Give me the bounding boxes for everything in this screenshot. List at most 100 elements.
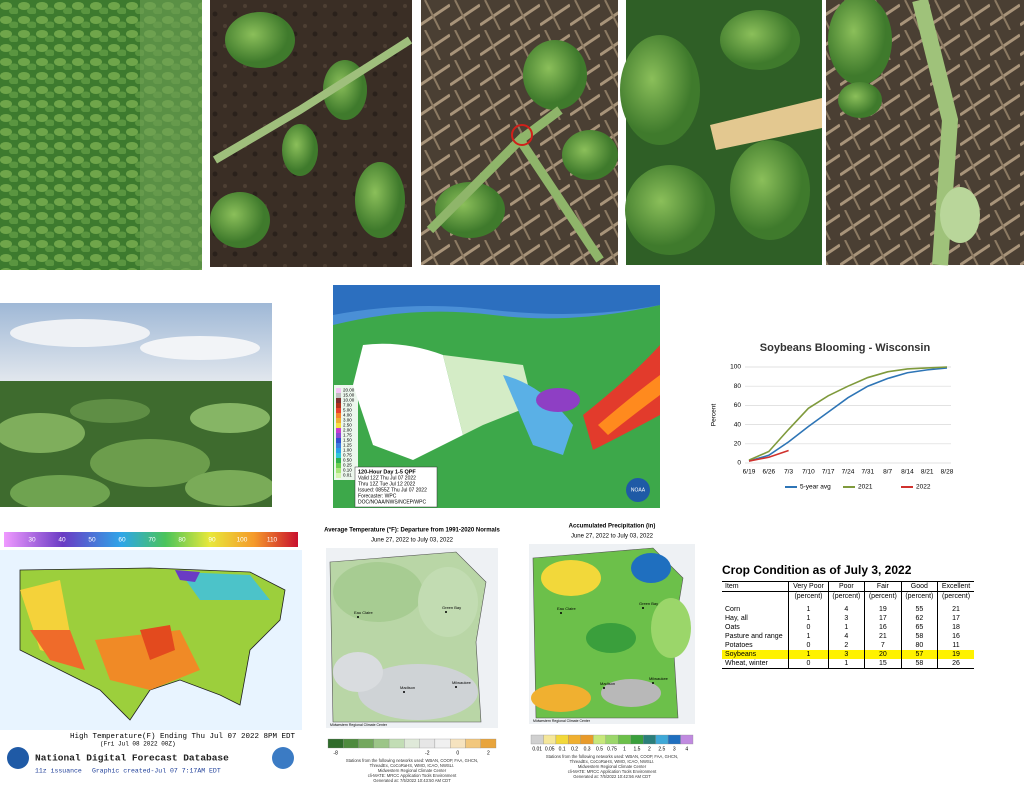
caption: High Temperature(F) Ending Thu Jul 07 20…	[70, 733, 296, 741]
legend-label: 2.50	[343, 423, 352, 428]
legend-swatch	[605, 734, 619, 745]
data-row: Potatoes 0 2 7 80 11	[722, 641, 974, 650]
footer-line: Stations from the following networks use…	[546, 754, 678, 759]
y-tick-label: 60	[734, 402, 742, 409]
y-axis-label: Percent	[711, 404, 718, 427]
legend-label: 15.00	[343, 393, 355, 398]
city-dot	[642, 607, 644, 609]
info-line: Forecaster: WPC	[358, 493, 397, 499]
legend-label: 0.10	[343, 468, 352, 473]
legend-swatch	[336, 428, 341, 433]
accum-precip-map: Accumulated Precipitation (in) June 27, 2…	[529, 524, 695, 779]
value-cell: 4	[827, 632, 865, 641]
legend-swatch	[568, 734, 581, 745]
photo	[421, 0, 618, 265]
info-line: Thru 12Z Tue Jul 12 2022	[358, 481, 415, 487]
value-cell: 16	[937, 632, 974, 641]
data-row: Pasture and range 1 4 21 58 16	[722, 632, 974, 641]
units-cell: (percent)	[864, 591, 902, 605]
legend-label: 2.00	[343, 428, 352, 433]
legend-label: 3.00	[343, 418, 352, 423]
legend-swatch	[336, 473, 341, 478]
value-cell: 0	[788, 623, 829, 632]
value-cell: 18	[937, 623, 974, 632]
value-cell: 55	[900, 605, 938, 614]
map-region	[586, 623, 636, 653]
footer-line: cli-MATE: MRCC Application Tools Environ…	[368, 773, 457, 778]
photo	[210, 0, 413, 267]
legend-label: 0.1	[559, 746, 566, 752]
value-cell: 65	[900, 623, 938, 632]
data-row: Oats 0 1 16 65 18	[722, 623, 974, 632]
legend-swatch	[336, 453, 341, 458]
map-title: Average Temperature (°F): Departure from…	[324, 528, 500, 534]
legend-label: 10.00	[343, 398, 355, 403]
value-cell: 17	[937, 614, 974, 623]
legend-label: 1.25	[343, 443, 352, 448]
value-cell: 2	[827, 641, 865, 650]
x-tick-label: 8/7	[883, 469, 892, 476]
chart-title: Soybeans Blooming - Wisconsin	[760, 342, 931, 354]
x-tick-label: 7/17	[822, 469, 835, 476]
y-tick-label: 40	[734, 421, 742, 428]
legend-label: 50	[88, 537, 96, 544]
footer-line: Midwestern Regional Climate Center	[578, 764, 647, 769]
product: National Digital Forecast Database	[35, 753, 229, 764]
legend-label: 0.75	[607, 746, 617, 752]
legend-swatch	[530, 734, 544, 745]
item-cell: Pasture and range	[725, 633, 783, 640]
map-credit: Midwestern Regional Climate Center	[533, 719, 591, 723]
x-tick-label: 6/19	[743, 469, 756, 476]
value-cell: 21	[937, 605, 974, 614]
city-dot	[455, 686, 457, 688]
map-dates: June 27, 2022 to July 03, 2022	[371, 538, 454, 544]
legend-label: 0.2	[571, 746, 578, 752]
issuance: 11z issuance	[35, 768, 82, 775]
info-line: DOC/NOAA/NWS/NCEP/WPC	[358, 499, 426, 505]
y-tick-label: 0	[737, 460, 741, 467]
value-cell: 1	[788, 614, 829, 623]
header-cell: Good	[900, 581, 938, 592]
legend-label: 5-year avg	[800, 484, 831, 491]
value-cell: 17	[864, 614, 902, 623]
footer-line: Midwestern Regional Climate Center	[378, 768, 447, 773]
item-cell: Wheat, winter	[725, 660, 768, 667]
item-cell: Oats	[725, 624, 740, 631]
header-cell: Excellent	[937, 581, 974, 592]
value-cell: 20	[864, 650, 902, 659]
legend-swatch	[555, 734, 569, 745]
legend-label: 7.00	[343, 403, 352, 408]
footer-line: Generated at: 7/5/2022 10:42:56 AM CDT	[573, 774, 651, 779]
legend-swatch	[336, 463, 341, 468]
map-title: Accumulated Precipitation (in)	[569, 524, 656, 530]
series-line	[748, 367, 948, 462]
legend-label: 30	[28, 537, 36, 544]
legend-swatch	[343, 738, 359, 749]
legend-label: 0.25	[343, 463, 352, 468]
info-line: Issued: 0855Z Thu Jul 07 2022	[358, 487, 427, 493]
field-photo	[0, 303, 272, 507]
map-region	[601, 679, 661, 707]
photo-row	[0, 0, 1024, 270]
footer-line: cli-MATE: MRCC Application Tools Environ…	[568, 769, 657, 774]
map-region	[631, 553, 671, 583]
value-cell: 1	[788, 650, 829, 659]
legend-label: 1	[623, 746, 626, 752]
value-cell: 1	[788, 632, 829, 641]
legend-label: 4	[685, 746, 688, 752]
created: Graphic created-Jul 07 7:17AM EDT	[92, 768, 221, 775]
header-cell: Poor	[827, 581, 865, 592]
legend-swatch	[655, 734, 669, 745]
map-credit: Midwestern Regional Climate Center	[330, 723, 388, 727]
city-dot	[603, 687, 605, 689]
units-row: (percent) (percent) (percent) (percent) (per…	[722, 591, 974, 605]
legend-swatch	[336, 423, 341, 428]
x-tick-label: 7/24	[842, 469, 855, 476]
map-region	[418, 567, 478, 637]
item-cell: Potatoes	[725, 642, 753, 649]
legend-label: 100	[237, 537, 248, 544]
item-cell: Soybeans	[725, 651, 757, 658]
value-cell: 80	[900, 641, 938, 650]
legend-swatch	[336, 413, 341, 418]
